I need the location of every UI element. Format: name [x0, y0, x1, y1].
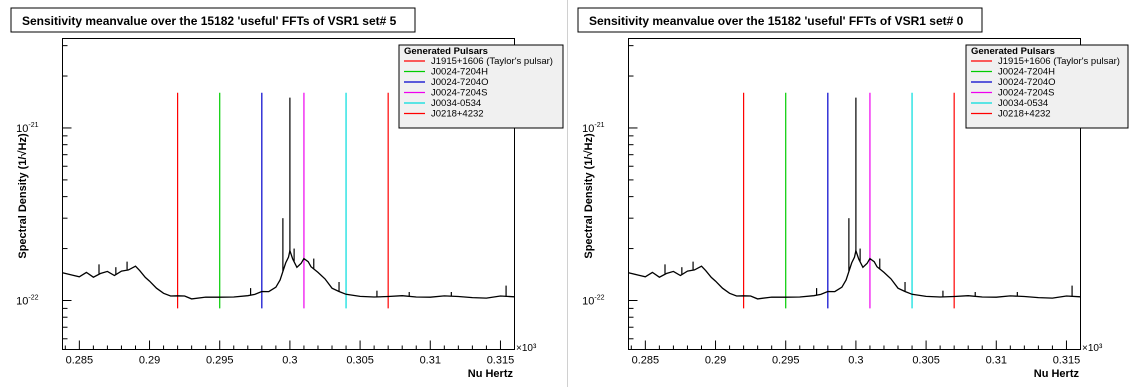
- plot-frame: [628, 38, 1081, 350]
- legend-entry-label: J0024-7204O: [998, 77, 1056, 88]
- legend-entry-label: J0218+4232: [998, 109, 1051, 120]
- x-tick-label: 0.295: [206, 355, 234, 367]
- y-tick-label: 10-21: [16, 122, 38, 135]
- legend-entry-label: J0024-7204O: [431, 77, 489, 88]
- legend: Generated Pulsars J1915+1606 (Taylor's p…: [965, 44, 1129, 129]
- spectrum-series: [628, 97, 1081, 300]
- legend-entry-label: J0024-7204H: [431, 67, 488, 78]
- x-exponent-label: ×10³: [1082, 343, 1103, 354]
- plot-frame: [62, 38, 515, 350]
- x-tick-label: 0.31: [420, 355, 441, 367]
- x-tick-label: 0.3: [282, 355, 297, 367]
- legend-entry-label: J1915+1606 (Taylor's pulsar): [998, 56, 1120, 67]
- legend-entry-label: J0024-7204H: [998, 67, 1055, 78]
- pulsar-lines: [743, 92, 955, 309]
- x-tick-label: 0.31: [986, 355, 1007, 367]
- legend-entry-label: J0024-7204S: [998, 88, 1055, 99]
- legend-box: [398, 44, 564, 129]
- y-tick-label: 10-22: [16, 295, 38, 308]
- spectrum-line: [628, 248, 1081, 300]
- chart-title: Sensitivity meanvalue over the 15182 'us…: [22, 14, 397, 28]
- x-tick-label: 0.285: [632, 355, 660, 367]
- chart-panel-set-5: Sensitivity meanvalue over the 15182 'us…: [10, 7, 564, 380]
- x-tick-label: 0.305: [346, 355, 374, 367]
- title-box: [577, 7, 983, 33]
- spectrum-series: [62, 97, 515, 300]
- x-tick-label: 0.29: [139, 355, 160, 367]
- legend-entry-label: J0218+4232: [431, 109, 484, 120]
- legend-entry-label: J1915+1606 (Taylor's pulsar): [431, 56, 553, 67]
- x-axis-label: Nu Hertz: [1034, 368, 1080, 380]
- legend-entry-label: J0034-0534: [431, 98, 481, 109]
- x-tick-label: 0.305: [912, 355, 940, 367]
- spectrum-line: [62, 248, 515, 300]
- chart-panel-set-0: Sensitivity meanvalue over the 15182 'us…: [577, 7, 1129, 380]
- pulsar-lines: [177, 92, 389, 309]
- x-tick-label: 0.29: [705, 355, 726, 367]
- x-axis-label: Nu Hertz: [468, 368, 514, 380]
- legend-entry-label: J0024-7204S: [431, 88, 488, 99]
- legend-box: [965, 44, 1129, 129]
- x-tick-label: 0.315: [1053, 355, 1081, 367]
- y-axis-label: Spectral Density (1/√Hz): [17, 133, 29, 259]
- x-tick-label: 0.285: [66, 355, 94, 367]
- y-tick-label: 10-22: [582, 295, 604, 308]
- chart-title: Sensitivity meanvalue over the 15182 'us…: [589, 14, 964, 28]
- x-tick-label: 0.295: [772, 355, 800, 367]
- x-axis: 0.285 0.29 0.295 0.3 0.305 0.31 0.315: [630, 340, 1081, 367]
- legend-entry-label: J0034-0534: [998, 98, 1048, 109]
- x-axis: 0.285 0.29 0.295 0.3 0.305 0.31 0.315: [64, 340, 515, 367]
- y-tick-label: 10-21: [582, 122, 604, 135]
- x-tick-label: 0.3: [848, 355, 863, 367]
- legend-title: Generated Pulsars: [971, 46, 1055, 57]
- legend-title: Generated Pulsars: [404, 46, 488, 57]
- title-box: [10, 7, 416, 33]
- legend: Generated Pulsars J1915+1606 (Taylor's p…: [398, 44, 564, 129]
- x-tick-label: 0.315: [487, 355, 515, 367]
- x-exponent-label: ×10³: [516, 343, 537, 354]
- y-axis-label: Spectral Density (1/√Hz): [583, 133, 595, 259]
- legend-entries: J1915+1606 (Taylor's pulsar)J0024-7204HJ…: [971, 56, 1120, 120]
- legend-entries: J1915+1606 (Taylor's pulsar)J0024-7204HJ…: [404, 56, 553, 120]
